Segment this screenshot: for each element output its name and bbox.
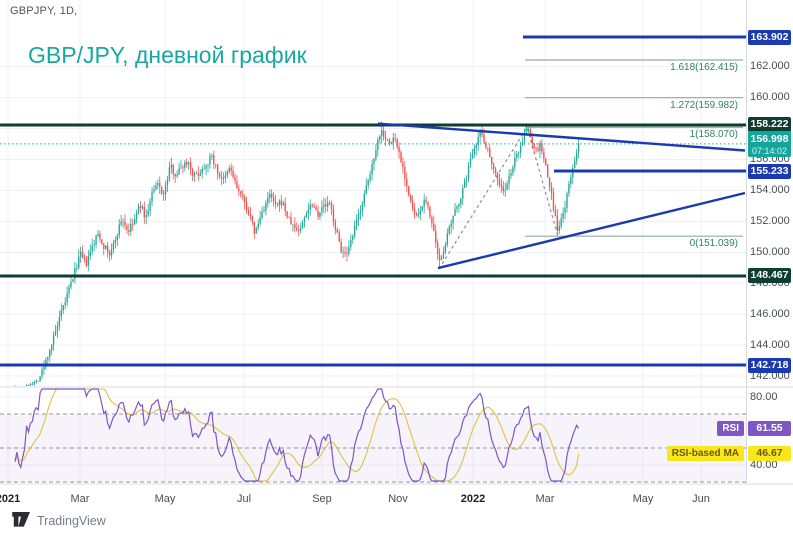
time-axis-label: Mar bbox=[70, 493, 90, 505]
fib-level-label: 1(158.070) bbox=[689, 129, 738, 140]
tradingview-brand-text: TradingView bbox=[37, 513, 106, 528]
time-axis-label: May bbox=[632, 493, 654, 505]
price-tick-label: 144.000 bbox=[750, 339, 790, 351]
rsi-level-lines bbox=[0, 413, 746, 483]
price-tick-label: 152.000 bbox=[750, 215, 790, 227]
price-badge-level-155233: 155.233 bbox=[748, 164, 791, 179]
time-axis-label-year: 2021 bbox=[0, 493, 21, 505]
chart-title-annotation[interactable]: GBP/JPY, дневной график bbox=[28, 42, 307, 68]
indicator-value-61.55: 61.55 bbox=[748, 421, 791, 436]
fib-level-label: 1.272(159.982) bbox=[670, 100, 738, 111]
price-badge-level-148467: 148.467 bbox=[748, 268, 791, 283]
indicator-badge-rsi: RSI bbox=[717, 421, 744, 436]
trendline-ascending-support bbox=[437, 191, 746, 270]
price-tick-label: 142.000 bbox=[750, 370, 790, 382]
grid-lines bbox=[0, 0, 746, 483]
price-tick-label: 162.000 bbox=[750, 60, 790, 72]
trendline-descending-resistance bbox=[377, 122, 746, 152]
candle-countdown: 07:14:02 bbox=[751, 146, 788, 156]
candle-bodies-up bbox=[25, 129, 580, 386]
price-tick-label: 154.000 bbox=[750, 184, 790, 196]
rsi-line bbox=[14, 388, 580, 482]
time-axis-label-year: 2022 bbox=[460, 493, 486, 505]
price-tick-label: 160.000 bbox=[750, 91, 790, 103]
time-axis-label: Jul bbox=[236, 493, 252, 505]
price-badge-level-158222: 158.222 bbox=[748, 117, 791, 132]
tradingview-logo[interactable]: TradingView bbox=[12, 512, 106, 529]
fib-baseline bbox=[438, 125, 559, 270]
price-tick-label: 150.000 bbox=[750, 246, 790, 258]
price-badge-level-142718: 142.718 bbox=[748, 358, 791, 373]
time-axis-label: Mar bbox=[535, 493, 555, 505]
time-axis-label: Nov bbox=[388, 493, 408, 505]
time-axis-label: May bbox=[154, 493, 176, 505]
time-axis-label: Sep bbox=[312, 493, 332, 505]
tradingview-logo-icon bbox=[12, 512, 30, 527]
fib-levels bbox=[525, 59, 743, 237]
fib-level-label: 1.618(162.415) bbox=[670, 62, 738, 73]
rsi-tick-label: 80.00 bbox=[750, 391, 778, 403]
time-axis-label: Jun bbox=[692, 493, 710, 505]
rsi-ma-line bbox=[14, 388, 580, 482]
fib-level-label: 0(151.039) bbox=[689, 238, 738, 249]
symbol-legend[interactable]: GBPJPY, 1D, bbox=[10, 5, 78, 17]
price-badge-current-price: 156.998 07:14:02 bbox=[748, 131, 791, 157]
price-tick-label: 146.000 bbox=[750, 308, 790, 320]
price-badge-level-163902: 163.902 bbox=[748, 30, 791, 45]
indicator-badge-rsi-based-ma: RSI-based MA bbox=[666, 446, 744, 461]
rsi-tick-label: 40.00 bbox=[750, 459, 778, 471]
indicator-value-46.67: 46.67 bbox=[748, 446, 791, 461]
